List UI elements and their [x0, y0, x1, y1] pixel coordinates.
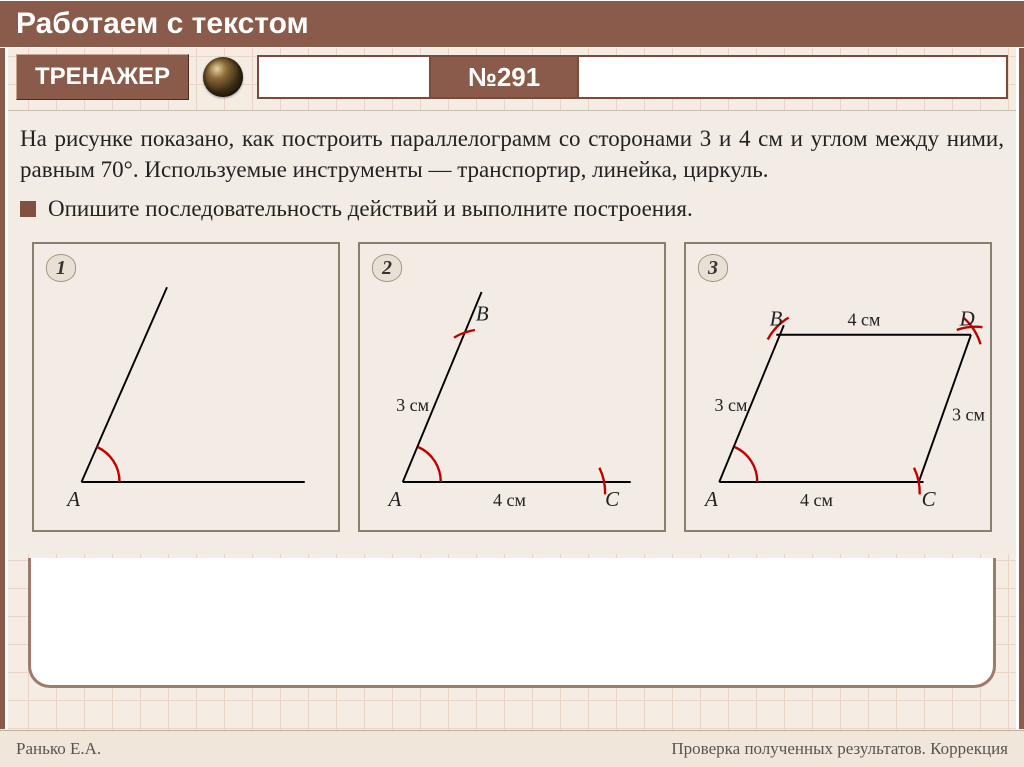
diagram-panel-1: 1 A	[32, 242, 340, 532]
point-A: A	[387, 487, 402, 511]
dim-left-3cm: 3 см	[715, 395, 748, 415]
angle-arc	[418, 447, 441, 482]
bullet-icon	[203, 57, 243, 97]
trainer-label: ТРЕНАЖЕР	[35, 63, 170, 90]
point-C: C	[605, 487, 620, 511]
problem-intro: На рисунке показано, как построить парал…	[20, 123, 1004, 185]
dim-bottom-4cm: 4 см	[800, 490, 833, 510]
dim-3cm: 3 см	[396, 395, 429, 415]
subheader-row: ТРЕНАЖЕР №291	[0, 48, 1024, 110]
exercise-number: №291	[429, 57, 579, 97]
diagram-panel-2: 2 A B C 3 см 4 см	[358, 242, 666, 532]
side-ray	[403, 292, 482, 482]
angle-arc	[97, 447, 120, 482]
angle-arc	[734, 447, 757, 482]
dim-right-3cm: 3 см	[952, 404, 985, 424]
step-number: 3	[698, 254, 728, 282]
number-bar: №291	[257, 55, 1008, 99]
angle-ray	[82, 287, 168, 482]
point-C: C	[922, 487, 937, 511]
dim-4cm: 4 см	[493, 490, 526, 510]
point-A: A	[65, 487, 80, 511]
diagram-svg-3: A B C D 3 см 3 см 4 см 4 см	[686, 244, 990, 530]
diagram-svg-1: A	[34, 244, 338, 530]
footer-author: Ранько Е.А.	[16, 739, 101, 759]
point-D: D	[959, 306, 975, 330]
page-edge-left	[0, 48, 12, 729]
diagram-svg-2: A B C 3 см 4 см	[360, 244, 664, 530]
point-B: B	[770, 306, 783, 330]
step-number: 1	[46, 254, 76, 282]
section-title: Работаем с текстом	[16, 7, 309, 40]
footer-note: Проверка полученных результатов. Коррекц…	[671, 739, 1008, 759]
diagram-panel-3: 3 A B C D 3 см 3 см 4 см 4 см	[684, 242, 992, 532]
section-header: Работаем с текстом	[0, 0, 1024, 48]
step-number: 2	[372, 254, 402, 282]
point-A: A	[703, 487, 718, 511]
problem-text: На рисунке показано, как построить парал…	[0, 110, 1024, 554]
dim-top-4cm: 4 см	[848, 309, 881, 329]
diagram-row: 1 A 2 A B C 3 см 4	[20, 232, 1004, 546]
square-bullet-icon	[20, 201, 36, 217]
task-row: Опишите последовательность действий и вы…	[20, 193, 1004, 232]
problem-task: Опишите последовательность действий и вы…	[48, 193, 693, 224]
answer-box	[28, 558, 996, 688]
trainer-badge: ТРЕНАЖЕР	[16, 54, 189, 100]
page-edge-right	[1012, 48, 1024, 729]
mark-arc-C	[914, 468, 920, 495]
footer: Ранько Е.А. Проверка полученных результа…	[0, 730, 1024, 767]
point-B: B	[476, 302, 489, 326]
